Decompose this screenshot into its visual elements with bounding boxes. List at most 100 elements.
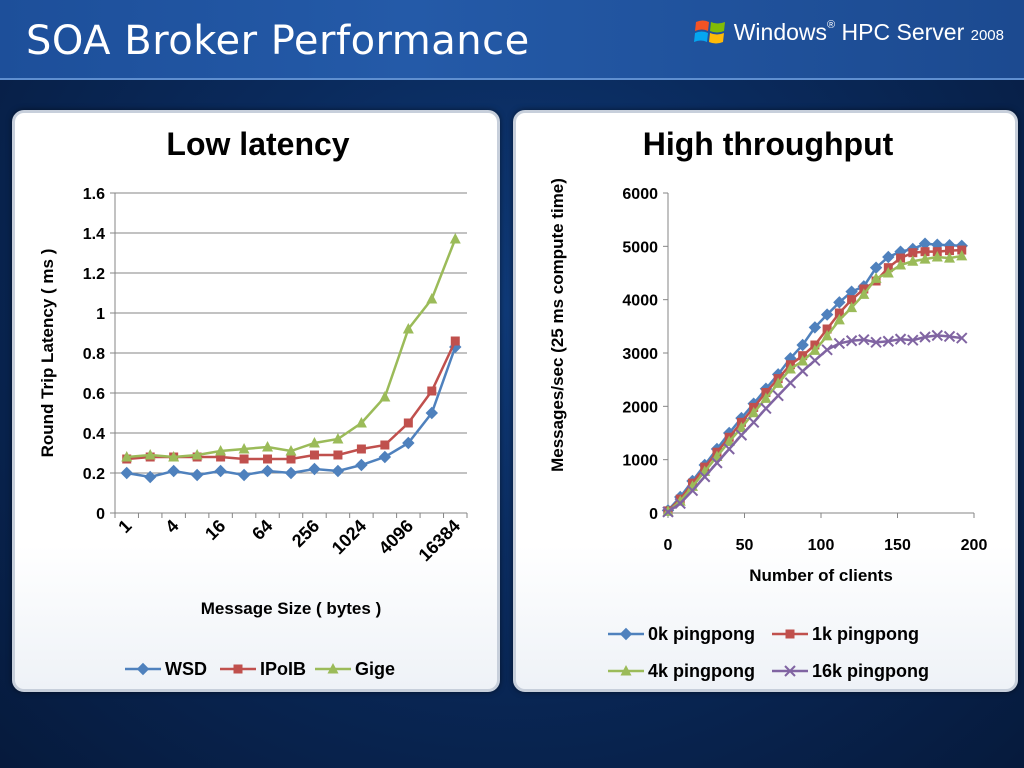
y-tick-label: 0.8 <box>83 346 105 363</box>
data-point <box>822 324 832 334</box>
data-point <box>735 421 747 433</box>
left-chart-panel: Low latency 0 0.2 0.4 0.6 0.8 1 1.2 1.4 1.6 1 4 16 64… <box>12 110 500 692</box>
series-gige <box>121 233 461 462</box>
high-throughput-chart: High throughput0100020003000400050006000… <box>548 126 987 681</box>
series-4k-pingpong <box>662 249 968 516</box>
y-tick-label: 1.4 <box>83 226 105 243</box>
legend-label: 16k pingpong <box>812 661 929 681</box>
data-point <box>144 449 156 460</box>
data-point <box>833 296 846 309</box>
data-point <box>168 451 180 462</box>
legend-item-2: Gige <box>315 659 395 679</box>
data-point <box>262 441 274 452</box>
data-point <box>882 335 895 347</box>
data-point <box>858 333 870 346</box>
data-point <box>858 288 870 299</box>
data-point <box>908 248 918 258</box>
x-tick-label: 0 <box>664 537 673 554</box>
low-latency-chart: Low latency 0 0.2 0.4 0.6 0.8 1 1.2 1.4 1.6 1 4 16 64… <box>38 126 468 679</box>
data-point <box>821 344 833 356</box>
data-point <box>674 497 686 510</box>
legend-label: IPoIB <box>260 659 306 679</box>
legend-marker <box>327 663 339 674</box>
data-point <box>784 377 797 389</box>
data-point <box>378 450 392 464</box>
y-tick-label: 1 <box>96 306 105 323</box>
legend-marker <box>619 627 633 641</box>
brand-product: HPC Server <box>841 18 965 45</box>
data-point <box>216 452 226 462</box>
data-point <box>809 344 821 355</box>
data-point <box>760 402 772 415</box>
series-line <box>667 248 962 512</box>
data-point <box>834 308 844 318</box>
y-tick-label: 0 <box>96 506 105 523</box>
data-point <box>747 416 760 429</box>
y-tick-label: 3000 <box>622 346 658 363</box>
data-point <box>402 323 414 334</box>
data-point <box>426 293 438 304</box>
legend-label: 1k pingpong <box>812 624 919 644</box>
legend-item-1: IPoIB <box>220 659 306 679</box>
data-point <box>907 334 919 346</box>
data-point <box>427 386 437 396</box>
data-point <box>674 495 686 506</box>
x-tick-label: 4096 <box>375 516 417 558</box>
data-point <box>820 308 834 321</box>
data-point <box>190 468 204 482</box>
data-point <box>308 437 320 448</box>
legend-label: 0k pingpong <box>648 624 755 644</box>
data-point <box>956 249 968 261</box>
data-point <box>333 450 343 460</box>
data-point <box>238 443 250 454</box>
series-line <box>667 242 962 512</box>
x-tick-label: 16 <box>201 516 229 544</box>
data-point <box>286 454 296 464</box>
data-point <box>699 471 711 483</box>
legend-item-1: 1k pingpong <box>772 624 919 644</box>
data-point <box>944 252 956 263</box>
chart-title: Low latency <box>166 126 349 162</box>
legend-label: 4k pingpong <box>648 661 755 681</box>
data-point <box>215 445 227 456</box>
y-tick-label: 0.4 <box>83 426 105 443</box>
data-point <box>796 338 809 352</box>
data-point <box>331 464 345 478</box>
y-tick-label: 0.6 <box>83 386 105 403</box>
x-tick-label: 150 <box>884 537 911 554</box>
data-point <box>309 450 319 460</box>
x-tick-label: 100 <box>808 537 835 554</box>
legend-item-0: WSD <box>125 659 207 679</box>
x-tick-label: 64 <box>248 516 276 544</box>
data-point <box>943 330 956 343</box>
data-point <box>120 466 133 480</box>
data-point <box>895 259 907 270</box>
data-point <box>403 418 413 428</box>
data-point <box>380 440 390 450</box>
data-point <box>284 466 298 480</box>
right-chart-panel: High throughput 0 1000 2000 3000 4000 5000 6000… <box>513 110 1018 692</box>
data-point <box>821 329 833 341</box>
data-point <box>845 335 858 347</box>
legend-marker <box>784 665 796 677</box>
data-point <box>920 247 930 257</box>
x-axis-label: Message Size ( bytes ) <box>201 599 381 618</box>
data-point <box>239 454 249 464</box>
chart-title: High throughput <box>643 126 894 162</box>
data-point <box>143 470 157 484</box>
series-16k-pingpong <box>662 329 968 518</box>
data-point <box>760 392 772 403</box>
slide-title: SOA Broker Performance <box>26 18 530 64</box>
y-tick-label: 0.2 <box>83 466 105 483</box>
data-point <box>662 506 674 518</box>
series-line <box>667 254 962 513</box>
legend-marker <box>136 662 150 676</box>
data-point <box>355 417 367 428</box>
data-point <box>121 451 133 462</box>
data-point <box>870 336 882 349</box>
data-point <box>285 445 297 456</box>
y-tick-label: 0 <box>649 506 658 523</box>
brand-name: Windows <box>733 18 828 45</box>
y-axis-label: Messages/sec (25 ms compute time) <box>548 178 567 472</box>
x-tick-label: 1 <box>114 516 135 537</box>
